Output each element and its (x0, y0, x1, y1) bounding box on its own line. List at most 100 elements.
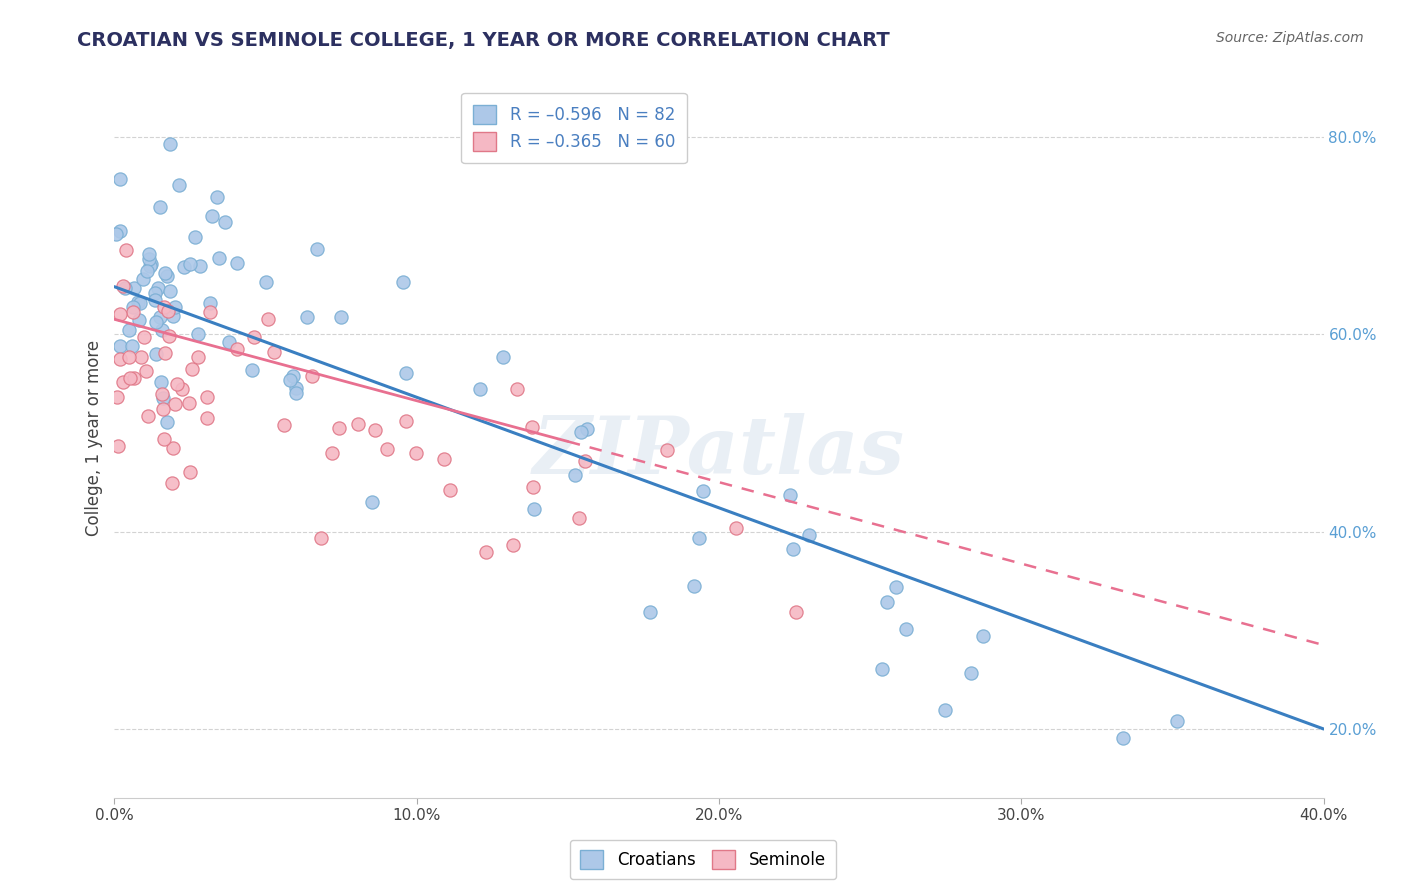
Point (872, 662, 894, 676)
Point (311, 531, 333, 545)
Point (328, 421, 350, 435)
Point (152, 391, 174, 405)
Point (172, 382, 194, 396)
Point (394, 366, 416, 380)
Point (150, 323, 173, 337)
Point (159, 285, 181, 299)
Point (112, 375, 135, 389)
Point (263, 345, 285, 359)
Point (156, 415, 179, 429)
Point (200, 209, 222, 223)
Point (134, 329, 156, 343)
Point (205, 190, 228, 204)
Point (1166, 714, 1188, 728)
Point (574, 454, 596, 468)
Point (797, 528, 820, 542)
Point (200, 295, 222, 310)
Point (156, 269, 179, 284)
Point (405, 446, 427, 460)
Point (361, 494, 384, 508)
Point (167, 178, 190, 192)
Point (655, 442, 678, 457)
Point (165, 397, 187, 411)
Point (198, 305, 221, 319)
Point (523, 502, 546, 516)
Point (564, 467, 586, 482)
Text: Source: ZipAtlas.com: Source: ZipAtlas.com (1216, 31, 1364, 45)
Point (785, 605, 807, 619)
Point (121, 305, 143, 319)
Point (502, 538, 524, 552)
Point (876, 594, 898, 608)
Point (136, 264, 159, 278)
Point (208, 252, 231, 266)
Point (187, 327, 209, 342)
Point (692, 483, 714, 498)
Point (782, 542, 804, 557)
Point (391, 276, 413, 290)
Point (439, 483, 461, 497)
Point (149, 375, 172, 389)
Point (297, 310, 319, 325)
Point (162, 309, 184, 323)
Point (226, 256, 249, 270)
Point (138, 259, 160, 273)
Point (121, 300, 143, 314)
Point (226, 342, 249, 356)
Point (520, 420, 543, 434)
Point (638, 606, 661, 620)
Point (257, 311, 280, 326)
Point (107, 439, 129, 453)
Point (160, 475, 183, 490)
Point (377, 442, 399, 457)
Point (135, 364, 157, 378)
Y-axis label: College, 1 year or more: College, 1 year or more (86, 340, 103, 536)
Point (347, 417, 370, 431)
Legend: Croatians, Seminole: Croatians, Seminole (569, 840, 837, 880)
Point (960, 666, 983, 681)
Point (569, 425, 592, 440)
Point (972, 629, 994, 643)
Point (149, 200, 172, 214)
Point (240, 363, 263, 377)
Point (305, 242, 328, 256)
Point (114, 280, 136, 294)
Point (283, 368, 305, 383)
Point (188, 260, 211, 274)
Point (214, 215, 236, 229)
Point (475, 545, 498, 559)
Point (884, 581, 907, 595)
Point (688, 531, 710, 545)
Point (179, 466, 201, 480)
Point (492, 350, 515, 364)
Point (301, 368, 323, 383)
Point (779, 488, 801, 502)
Point (110, 307, 132, 321)
Point (105, 391, 128, 405)
Point (118, 350, 141, 364)
Point (725, 520, 748, 534)
Point (139, 257, 162, 271)
Point (152, 301, 174, 315)
Point (195, 410, 218, 425)
Text: ZIPatlas: ZIPatlas (533, 413, 905, 491)
Point (364, 423, 387, 437)
Point (105, 227, 128, 242)
Point (278, 374, 301, 388)
Point (132, 272, 155, 286)
Point (143, 293, 166, 307)
Point (284, 386, 307, 401)
Point (321, 446, 343, 460)
Point (218, 334, 240, 349)
Point (433, 451, 456, 466)
Point (181, 362, 204, 376)
Point (330, 310, 353, 324)
Point (108, 351, 131, 366)
Point (143, 286, 166, 301)
Point (894, 622, 917, 636)
Point (506, 382, 529, 396)
Point (184, 229, 207, 244)
Point (124, 371, 146, 385)
Point (179, 257, 201, 271)
Point (127, 294, 149, 309)
